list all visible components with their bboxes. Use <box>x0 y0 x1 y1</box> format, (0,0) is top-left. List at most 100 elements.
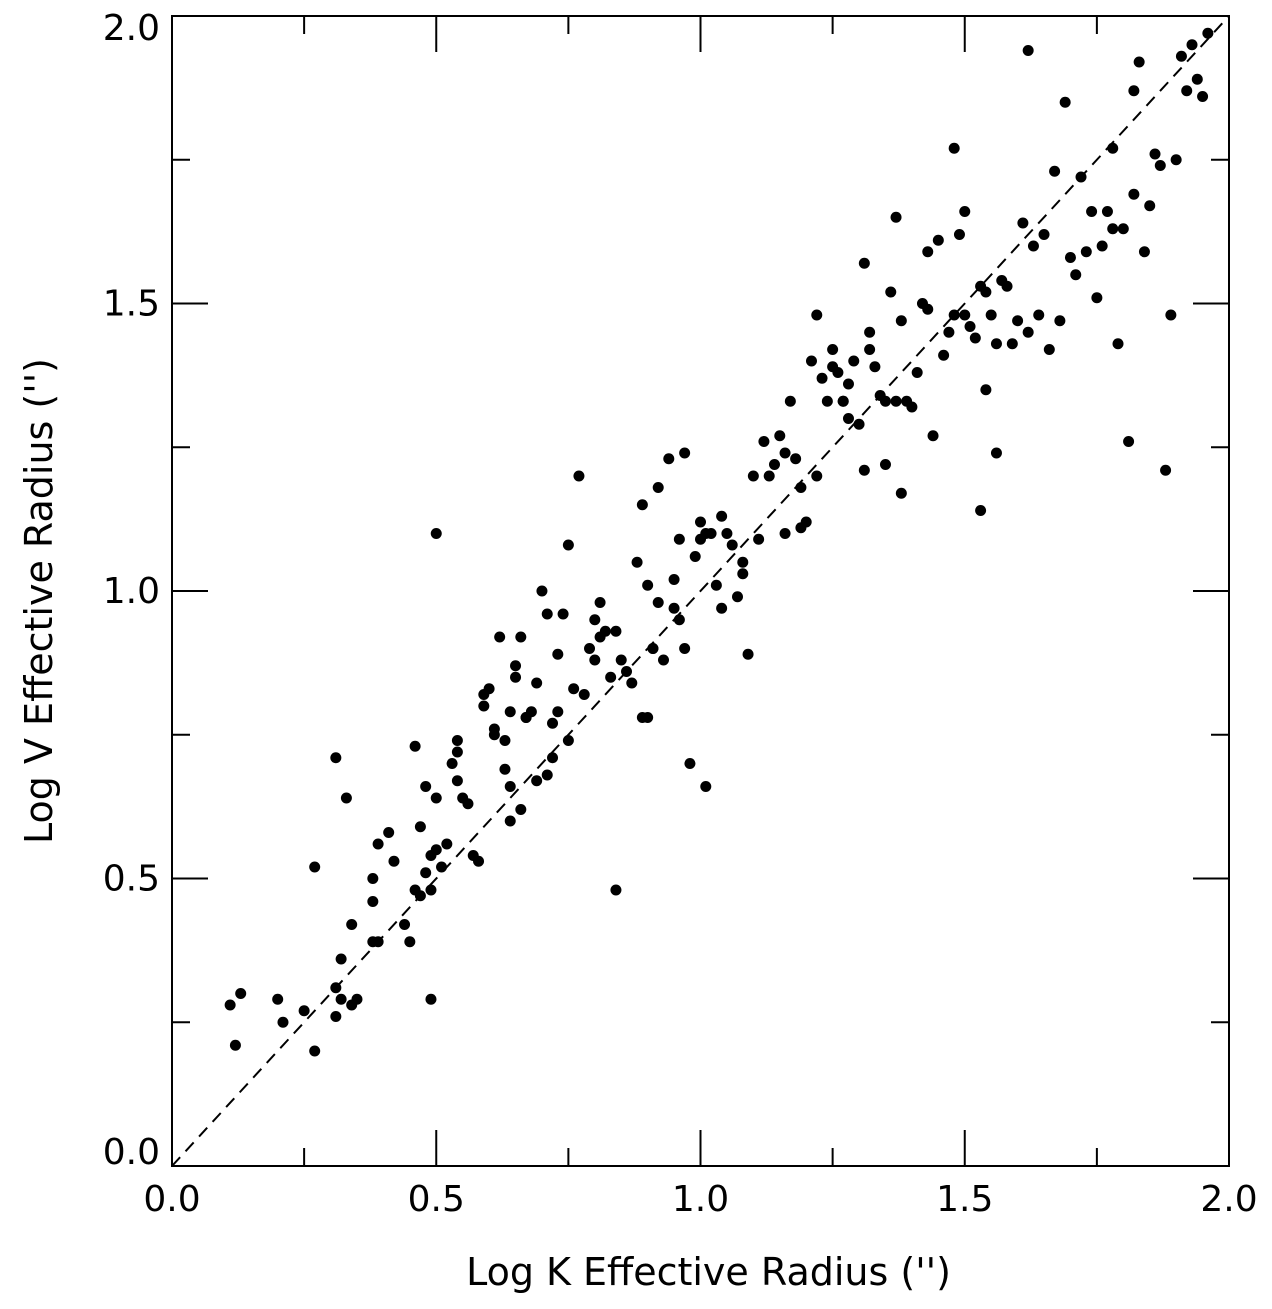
data-point <box>784 395 796 407</box>
y-tick-label: 0.5 <box>103 859 160 900</box>
data-point <box>726 539 738 551</box>
data-point <box>858 257 870 269</box>
data-point <box>568 683 580 695</box>
data-point <box>436 861 448 873</box>
data-point <box>515 804 527 815</box>
data-point <box>399 919 411 930</box>
data-point <box>1175 50 1187 62</box>
data-point <box>1070 269 1082 281</box>
data-point <box>1017 217 1029 229</box>
data-point <box>610 884 622 896</box>
x-tick-label: 0.0 <box>143 1179 200 1220</box>
data-point <box>911 367 923 378</box>
data-point <box>906 401 918 413</box>
data-point <box>562 735 574 746</box>
data-point <box>716 602 728 614</box>
data-point <box>1022 45 1034 56</box>
data-point <box>541 769 553 781</box>
data-point <box>446 758 458 769</box>
data-point <box>552 648 564 660</box>
data-point <box>837 395 849 407</box>
data-point <box>425 884 437 896</box>
data-point <box>1012 315 1024 327</box>
data-point <box>922 246 934 258</box>
data-point <box>1091 292 1103 304</box>
data-point <box>869 361 881 373</box>
data-point <box>990 447 1002 459</box>
data-point <box>864 344 876 355</box>
data-point <box>679 643 691 654</box>
data-point <box>1133 56 1145 68</box>
x-axis-label: Log K Effective Radius ('') <box>466 1250 951 1294</box>
y-tick-label: 2.0 <box>103 8 160 49</box>
y-tick-label: 1.5 <box>103 284 160 325</box>
reference-line-group <box>171 15 1230 1167</box>
data-point <box>1117 223 1129 235</box>
data-point <box>959 309 971 321</box>
data-point <box>224 999 236 1011</box>
data-point <box>1202 27 1214 39</box>
data-point <box>621 666 633 677</box>
data-point <box>599 625 611 637</box>
data-point <box>372 936 384 948</box>
data-point <box>652 597 664 608</box>
data-point <box>832 367 844 378</box>
data-point <box>1107 142 1119 154</box>
data-point <box>631 556 643 568</box>
data-point <box>927 430 939 442</box>
data-point <box>414 821 426 833</box>
data-point <box>758 436 770 447</box>
data-point <box>1191 73 1203 85</box>
data-point <box>790 453 802 465</box>
data-point <box>895 487 907 499</box>
data-point <box>488 723 500 735</box>
data-point <box>821 395 833 407</box>
data-point <box>642 712 654 723</box>
data-point <box>1022 326 1034 338</box>
data-point <box>272 993 284 1005</box>
data-point <box>420 781 432 792</box>
data-point <box>842 378 854 390</box>
data-point <box>1096 240 1108 252</box>
data-point <box>578 689 590 700</box>
data-point <box>451 775 463 787</box>
data-point <box>990 338 1002 350</box>
data-point <box>695 516 706 528</box>
data-point <box>235 988 247 999</box>
data-point <box>573 470 585 482</box>
data-point <box>705 528 717 539</box>
y-tick-label: 1.0 <box>103 571 160 612</box>
data-point <box>562 539 574 551</box>
data-point <box>589 654 601 666</box>
data-point <box>335 993 347 1005</box>
data-point <box>779 528 791 539</box>
data-point <box>346 919 358 930</box>
data-point <box>658 654 670 666</box>
data-point <box>948 142 960 154</box>
data-point <box>525 706 537 718</box>
data-point <box>668 574 680 585</box>
data-point <box>229 1039 241 1051</box>
data-point <box>430 528 442 539</box>
data-point <box>1123 436 1135 447</box>
data-point <box>441 838 453 850</box>
data-point <box>1154 160 1166 171</box>
data-point <box>330 1011 342 1022</box>
data-point <box>298 1005 310 1017</box>
data-point <box>1059 96 1071 108</box>
data-point <box>1112 338 1124 350</box>
data-point <box>811 470 823 482</box>
data-point <box>330 752 342 764</box>
x-tick-label: 1.5 <box>936 1179 993 1220</box>
data-point <box>763 470 775 482</box>
data-point <box>985 309 997 321</box>
data-point <box>330 982 342 994</box>
data-point <box>547 717 559 729</box>
data-point <box>1043 344 1055 355</box>
data-point <box>885 286 897 298</box>
data-point <box>1054 315 1066 327</box>
data-point <box>1160 464 1172 476</box>
data-point <box>584 643 596 654</box>
data-point <box>890 211 902 223</box>
data-point <box>335 953 347 965</box>
